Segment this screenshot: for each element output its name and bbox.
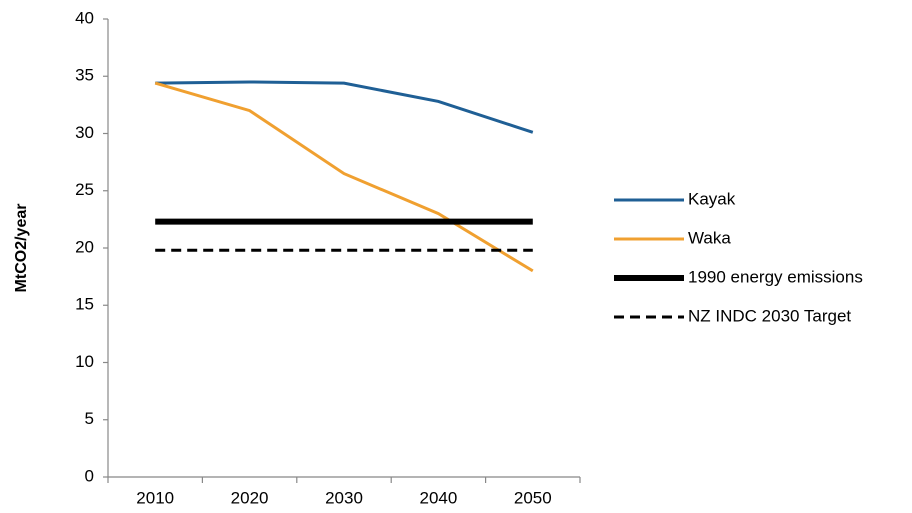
y-tick-label: 5 [85, 409, 94, 428]
y-axis-label: MtCO2/year [13, 204, 30, 293]
series-line [154, 81, 534, 273]
x-tick-label: 2050 [514, 488, 552, 507]
legend-label: Kayak [688, 189, 736, 208]
x-tick-label: 2030 [325, 488, 363, 507]
legend-label: NZ INDC 2030 Target [688, 306, 851, 325]
x-tick-label: 2040 [419, 488, 457, 507]
y-tick-label: 0 [85, 466, 94, 485]
y-tick-label: 20 [75, 237, 94, 256]
y-tick-label: 40 [75, 8, 94, 27]
y-tick-label: 10 [75, 352, 94, 371]
legend-label: Waka [688, 228, 731, 247]
legend-label: 1990 energy emissions [688, 267, 863, 286]
y-tick-label: 15 [75, 295, 94, 314]
x-tick-label: 2020 [231, 488, 269, 507]
y-tick-label: 30 [75, 123, 94, 142]
x-tick-label: 2010 [136, 488, 174, 507]
y-tick-label: 35 [75, 66, 94, 85]
series-line [155, 80, 534, 134]
y-tick-label: 25 [75, 180, 94, 199]
